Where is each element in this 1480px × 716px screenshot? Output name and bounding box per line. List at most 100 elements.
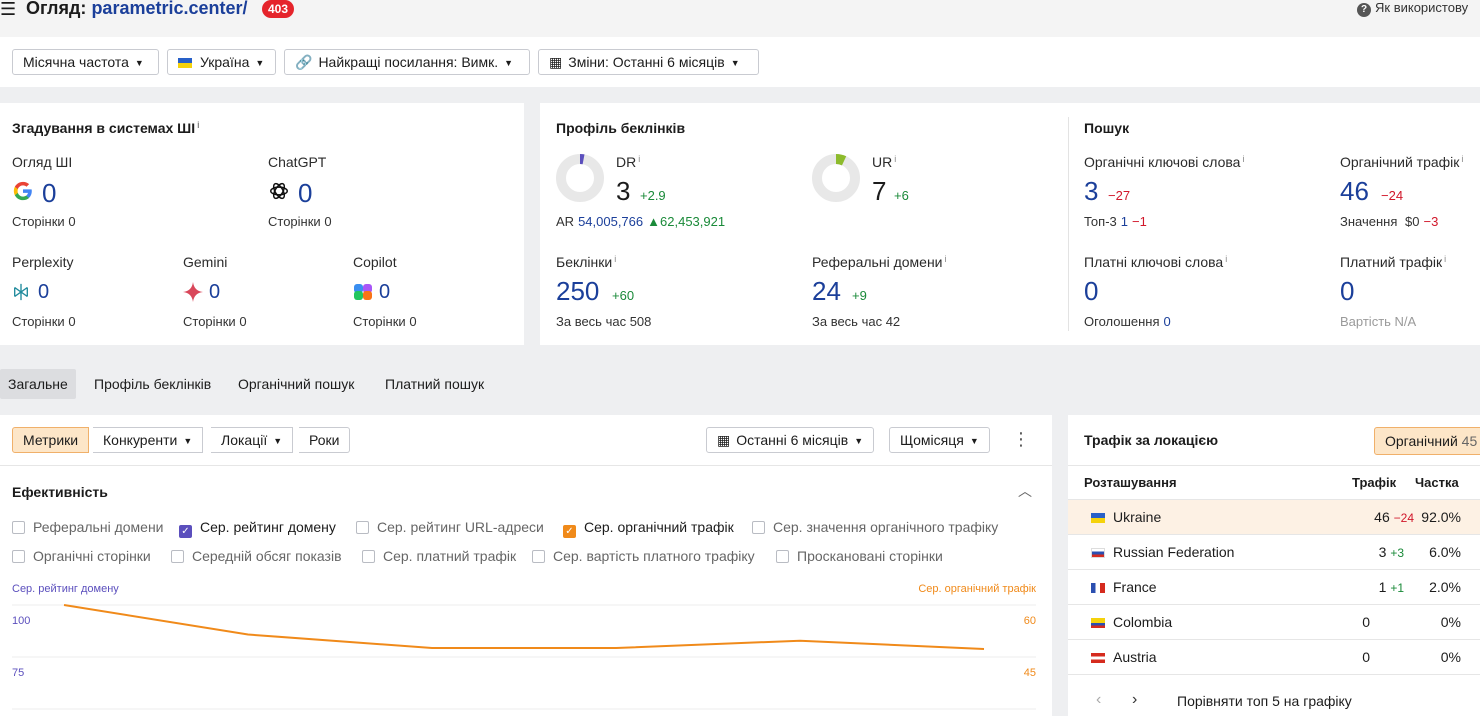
organic-keywords-label: Органічні ключові слова i [1084, 154, 1245, 170]
chatgpt-value[interactable]: 0 [298, 178, 313, 208]
ai-overview-value[interactable]: 0 [42, 178, 57, 208]
ai-card-title: Згадування в системах ШІ i [12, 120, 200, 136]
menu-icon[interactable]: ☰ [0, 0, 17, 19]
ar-value[interactable]: 54,005,766 [578, 214, 644, 229]
checkbox-avg-ur[interactable]: Сер. рейтинг URL-адреси [356, 519, 544, 535]
checkbox-organic-pages[interactable]: Органічні сторінки [12, 548, 151, 564]
filters-bar: Місячна частота ▼ Україна ▼ 🔗 Найкращі поси… [0, 37, 1480, 87]
organic-traffic-label: Органічний трафік i [1340, 154, 1464, 170]
info-icon[interactable]: i [1225, 254, 1228, 264]
dr-gauge [556, 154, 604, 202]
backlinks-value[interactable]: 250 [556, 276, 600, 306]
segment-competitors[interactable]: Конкуренти ▼ [93, 427, 204, 453]
organic-traffic-value-row: Значення $0 −3 [1340, 214, 1439, 229]
changes-dropdown[interactable]: ▦ Зміни: Останні 6 місяців ▼ [538, 49, 759, 75]
next-page-icon[interactable]: › [1132, 691, 1138, 708]
paid-keywords-value[interactable]: 0 [1084, 276, 1099, 306]
chevron-down-icon: ▼ [134, 58, 144, 69]
checkbox-paid-traffic-cost[interactable]: Сер. вартість платного трафіку [532, 548, 755, 564]
ref-domains-value[interactable]: 24 [812, 276, 841, 306]
checkbox-avg-dr[interactable]: ✓ Сер. рейтинг домену [179, 519, 336, 538]
organic-toggle[interactable]: Органічний 45 [1374, 427, 1480, 455]
organic-traffic-delta: −24 [1381, 188, 1404, 203]
google-icon [13, 181, 32, 201]
col-location[interactable]: Розташування [1084, 475, 1177, 490]
chevron-down-icon: ▼ [255, 58, 265, 69]
calendar-icon: ▦ [549, 54, 563, 70]
granularity-dropdown[interactable]: Щомісяця ▼ [889, 427, 990, 453]
info-icon[interactable]: i [1242, 154, 1245, 164]
ukraine-flag-icon [178, 58, 192, 69]
info-icon[interactable]: i [638, 154, 641, 164]
chatgpt-pages: Сторінки 0 [268, 214, 332, 229]
more-options-icon[interactable]: ⋮ [1012, 429, 1030, 449]
backlinks-delta: +60 [612, 288, 635, 303]
search-card-title: Пошук [1084, 120, 1130, 136]
info-icon[interactable]: i [1444, 254, 1447, 264]
segment-years[interactable]: Роки [299, 427, 351, 453]
perplexity-label: Perplexity [12, 254, 74, 270]
ref-domains-alltime: За весь час 42 [812, 314, 901, 329]
table-row[interactable]: Russian Federation 3 +3 6.0% [1068, 535, 1480, 570]
collapse-icon[interactable]: ︿ [1018, 483, 1032, 499]
russia-flag-icon [1091, 548, 1105, 559]
ref-domains-label: Реферальні домени i [812, 254, 947, 270]
segment-locations[interactable]: Локації ▼ [211, 427, 294, 453]
checkbox-avg-paid-traffic[interactable]: Сер. платний трафік [362, 548, 516, 564]
copilot-value[interactable]: 0 [379, 281, 391, 303]
tab-backlink-profile[interactable]: Профіль беклінків [94, 376, 212, 392]
col-share[interactable]: Частка [1415, 475, 1459, 490]
country-name: France [1113, 579, 1157, 595]
country-dropdown[interactable]: Україна ▼ [167, 49, 276, 75]
info-icon[interactable]: i [1461, 154, 1464, 164]
ref-domains-delta: +9 [852, 288, 867, 303]
paid-ads: Оголошення 0 [1084, 314, 1171, 329]
top-bar: ☰ Огляд: parametric.center/ 403 ? Як вико… [0, 0, 1480, 37]
frequency-dropdown[interactable]: Місячна частота ▼ [12, 49, 159, 75]
traffic-cell: 46 −24 [1374, 509, 1414, 525]
help-link[interactable]: ? Як використову [1357, 0, 1468, 17]
segment-metrics[interactable]: Метрики [12, 427, 90, 453]
perplexity-value[interactable]: 0 [38, 281, 50, 303]
tab-general[interactable]: Загальне [0, 369, 76, 399]
organic-top3: Топ-3 1 −1 [1084, 214, 1147, 229]
prev-page-icon[interactable]: ‹ [1096, 691, 1102, 708]
info-icon[interactable]: i [197, 120, 200, 130]
paid-cost: Вартість N/A [1340, 314, 1417, 329]
checkbox-organic-traffic-value[interactable]: Сер. значення органічного трафіку [752, 519, 998, 535]
compare-top5-link[interactable]: Порівняти топ 5 на графіку [1177, 693, 1352, 709]
status-badge: 403 [262, 0, 295, 18]
table-row[interactable]: France 1 +1 2.0% [1068, 570, 1480, 605]
checkbox-ref-domains[interactable]: Реферальні домени [12, 519, 164, 535]
table-row[interactable]: Austria 0 0% [1068, 640, 1480, 675]
traffic-cell: 0 [1362, 614, 1370, 630]
share-cell: 0% [1440, 649, 1461, 665]
paid-traffic-value[interactable]: 0 [1340, 276, 1355, 306]
table-row[interactable]: Ukraine 46 −24 92.0% [1068, 500, 1480, 535]
ur-label: UR i [872, 154, 897, 170]
backlinks-card-title: Профіль беклінків [556, 120, 686, 136]
info-icon[interactable]: i [944, 254, 947, 264]
period-dropdown[interactable]: ▦ Останні 6 місяців ▼ [706, 427, 875, 453]
tab-organic-search[interactable]: Органічний пошук [238, 376, 355, 392]
info-icon[interactable]: i [894, 154, 897, 164]
tab-paid-search[interactable]: Платний пошук [385, 376, 485, 392]
organic-keywords-value[interactable]: 3 [1084, 176, 1099, 206]
gemini-value[interactable]: 0 [209, 281, 221, 303]
perplexity-icon [14, 283, 28, 301]
checkbox-crawled-pages[interactable]: Проскановані сторінки [776, 548, 943, 564]
chevron-down-icon: ▼ [273, 436, 283, 447]
info-icon[interactable]: i [614, 254, 617, 264]
dr-value: 3 [616, 176, 631, 206]
perplexity-pages: Сторінки 0 [12, 314, 76, 329]
col-traffic[interactable]: Трафік [1352, 475, 1397, 490]
country-name: Ukraine [1113, 509, 1162, 525]
checkbox-avg-organic-traffic[interactable]: ✓ Сер. органічний трафік [563, 519, 734, 538]
target-domain[interactable]: parametric.center/ [91, 0, 248, 18]
organic-traffic-value[interactable]: 46 [1340, 176, 1369, 206]
checkbox-avg-impressions[interactable]: Середній обсяг показів [171, 548, 342, 564]
best-links-dropdown[interactable]: 🔗 Найкращі посилання: Вимк. ▼ [284, 49, 530, 75]
share-cell: 6.0% [1429, 544, 1461, 560]
table-row[interactable]: Colombia 0 0% [1068, 605, 1480, 640]
chevron-down-icon: ▼ [969, 436, 979, 447]
